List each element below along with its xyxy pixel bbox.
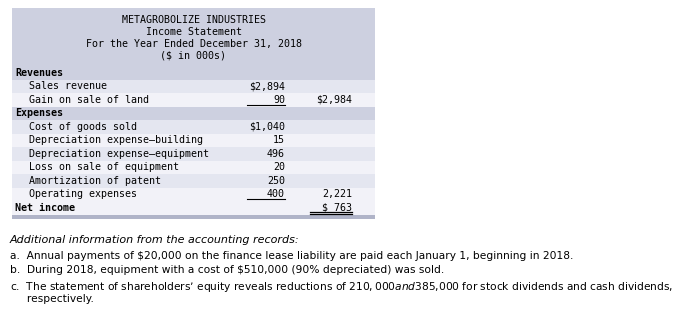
Text: Operating expenses: Operating expenses xyxy=(29,189,137,199)
Text: 496: 496 xyxy=(267,149,285,159)
Text: 2,221: 2,221 xyxy=(322,189,352,199)
Text: Gain on sale of land: Gain on sale of land xyxy=(29,95,149,105)
Text: METAGROBOLIZE INDUSTRIES: METAGROBOLIZE INDUSTRIES xyxy=(122,15,265,25)
Text: $2,894: $2,894 xyxy=(249,81,285,91)
Bar xyxy=(12,174,375,188)
Text: $2,984: $2,984 xyxy=(316,95,352,105)
Text: 20: 20 xyxy=(273,163,285,173)
Bar xyxy=(12,215,375,219)
Text: Cost of goods sold: Cost of goods sold xyxy=(29,122,137,132)
Bar xyxy=(12,66,375,80)
Bar xyxy=(12,93,375,107)
Bar xyxy=(12,201,375,215)
Text: a.  Annual payments of $20,000 on the finance lease liability are paid each Janu: a. Annual payments of $20,000 on the fin… xyxy=(10,251,573,261)
Bar xyxy=(12,188,375,201)
Text: Loss on sale of equipment: Loss on sale of equipment xyxy=(29,163,179,173)
Bar xyxy=(12,147,375,161)
Text: Sales revenue: Sales revenue xyxy=(29,81,107,91)
Bar xyxy=(12,80,375,93)
Text: 250: 250 xyxy=(267,176,285,186)
Text: $1,040: $1,040 xyxy=(249,122,285,132)
Text: ($ in 000s): ($ in 000s) xyxy=(160,50,227,60)
Text: 15: 15 xyxy=(273,135,285,145)
Text: respectively.: respectively. xyxy=(10,294,94,304)
Text: For the Year Ended December 31, 2018: For the Year Ended December 31, 2018 xyxy=(85,38,302,48)
Text: c.  The statement of shareholders’ equity reveals reductions of $210,000 and $38: c. The statement of shareholders’ equity… xyxy=(10,280,673,294)
Text: $ 763: $ 763 xyxy=(322,203,352,213)
Text: b.  During 2018, equipment with a cost of $510,000 (90% depreciated) was sold.: b. During 2018, equipment with a cost of… xyxy=(10,265,444,275)
Text: Net income: Net income xyxy=(15,203,75,213)
Text: 400: 400 xyxy=(267,189,285,199)
Bar xyxy=(12,134,375,147)
Text: Depreciation expense–equipment: Depreciation expense–equipment xyxy=(29,149,209,159)
Text: Amortization of patent: Amortization of patent xyxy=(29,176,161,186)
Bar xyxy=(12,161,375,174)
Text: 90: 90 xyxy=(273,95,285,105)
Bar xyxy=(12,120,375,134)
Bar xyxy=(12,107,375,120)
Text: Additional information from the accounting records:: Additional information from the accounti… xyxy=(10,235,300,245)
Text: Expenses: Expenses xyxy=(15,109,63,119)
Text: Income Statement: Income Statement xyxy=(146,27,242,37)
Text: Revenues: Revenues xyxy=(15,68,63,78)
Text: Depreciation expense–building: Depreciation expense–building xyxy=(29,135,203,145)
Bar xyxy=(12,8,375,66)
